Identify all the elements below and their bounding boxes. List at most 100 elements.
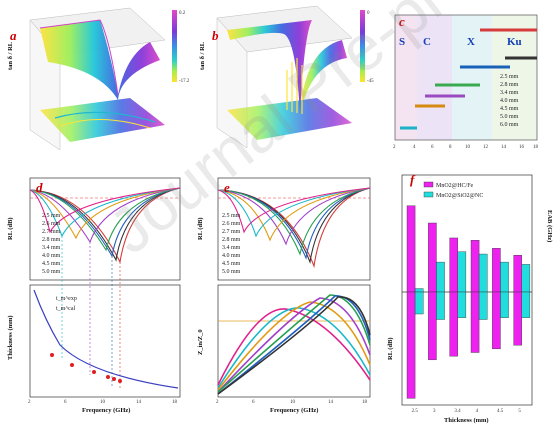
rl-bar bbox=[470, 291, 480, 353]
svg-text:14: 14 bbox=[501, 145, 507, 150]
d-legend-5: 4.0 mm bbox=[42, 253, 61, 259]
panel-a-zlabel: tan δ / RL bbox=[7, 41, 14, 70]
f-tick-label: 4.5 bbox=[497, 409, 504, 414]
eab-bar bbox=[414, 288, 424, 293]
d-ylabel-bottom: Thickness (mm) bbox=[7, 315, 14, 360]
rl-bar bbox=[513, 291, 522, 346]
svg-text:4: 4 bbox=[413, 145, 416, 150]
svg-text:10: 10 bbox=[465, 145, 471, 150]
f-xlabel: Thickness (mm) bbox=[444, 417, 489, 424]
eab-bar bbox=[428, 222, 437, 293]
panel-f-tag: f bbox=[410, 172, 415, 187]
band-s-label: S bbox=[399, 36, 405, 48]
svg-text:0.2: 0.2 bbox=[179, 11, 186, 16]
eab-bar bbox=[470, 240, 480, 293]
d-legend-2: 2.7 mm bbox=[42, 229, 61, 235]
svg-text:10: 10 bbox=[100, 400, 106, 405]
c-legend-2: 3.4 mm bbox=[500, 90, 519, 96]
svg-text:2: 2 bbox=[28, 400, 31, 405]
e-legend-2: 2.7 mm bbox=[222, 229, 241, 235]
eab-bar bbox=[500, 261, 509, 293]
rl-bar bbox=[436, 291, 445, 320]
c-legend-5: 5.0 mm bbox=[500, 114, 519, 120]
d-ylabel-top: RL (dB) bbox=[7, 217, 14, 240]
eab-bar bbox=[436, 261, 445, 293]
panel-e-tag: e bbox=[224, 180, 230, 195]
svg-text:6: 6 bbox=[252, 400, 255, 405]
e-ylabel-bottom: Z_in/Z_0 bbox=[197, 329, 204, 355]
rl-bar bbox=[457, 291, 467, 318]
rl-bar bbox=[428, 291, 437, 361]
band-ku-label: Ku bbox=[507, 36, 522, 48]
c-legend-6: 6.0 mm bbox=[500, 122, 519, 128]
e-legend-1: 2.6 mm bbox=[222, 221, 241, 227]
d-legend-3: 2.8 mm bbox=[42, 237, 61, 243]
e-legend-4: 3.4 mm bbox=[222, 245, 241, 251]
panel-d-tag: d bbox=[36, 180, 43, 195]
c-legend-0: 2.5 mm bbox=[500, 74, 519, 80]
band-x-label: X bbox=[467, 36, 475, 48]
svg-text:-17.2: -17.2 bbox=[179, 79, 190, 84]
d-legend-1: 2.6 mm bbox=[42, 221, 61, 227]
e-legend-0: 2.5 mm bbox=[222, 213, 241, 219]
svg-text:2: 2 bbox=[216, 400, 219, 405]
svg-text:16: 16 bbox=[519, 145, 525, 150]
c-legend-3: 4.0 mm bbox=[500, 98, 519, 104]
c-legend-4: 4.5 mm bbox=[500, 106, 519, 112]
e-ylabel-top: RL (dB) bbox=[197, 217, 204, 240]
eab-bar bbox=[449, 237, 458, 293]
eab-bar bbox=[521, 264, 531, 293]
f-ylabel-right: EAB (GHz) bbox=[546, 210, 553, 242]
d-legend-7: 5.0 mm bbox=[42, 269, 61, 275]
f-tick-label: 4 bbox=[476, 409, 479, 414]
panel-b: 0 -45 tan δ / RL b bbox=[192, 0, 382, 160]
f-tick-label: 3.4 bbox=[454, 409, 461, 414]
svg-text:2: 2 bbox=[393, 145, 396, 150]
band-c-label: C bbox=[423, 36, 431, 48]
rl-bar bbox=[492, 291, 501, 350]
svg-text:12: 12 bbox=[483, 145, 489, 150]
svg-text:18: 18 bbox=[172, 400, 178, 405]
rl-bar bbox=[406, 291, 416, 399]
panel-f: MnO2@HC/Fe MnO2@SiO2@NC RL (dB) EAB (GHz… bbox=[382, 170, 554, 428]
panel-c-tag: c bbox=[399, 14, 405, 29]
panel-d: 2.5 mm 2.6 mm 2.7 mm 2.8 mm 3.4 mm 4.0 m… bbox=[0, 170, 190, 428]
panel-a-surface: 0.2 -17.2 tan δ / RL bbox=[7, 7, 190, 151]
e-legend-7: 5.0 mm bbox=[222, 269, 241, 275]
svg-text:14: 14 bbox=[328, 400, 334, 405]
panel-a-tag: a bbox=[10, 28, 17, 43]
f-tick-label: 2.5 bbox=[412, 409, 419, 414]
d-legend-6: 4.5 mm bbox=[42, 261, 61, 267]
e-legend-3: 2.8 mm bbox=[222, 237, 241, 243]
f-tick-label: 3 bbox=[433, 409, 436, 414]
f-ylabel-left: RL (dB) bbox=[387, 337, 394, 360]
panel-b-surface: 0 -45 tan δ / RL bbox=[199, 5, 374, 149]
rl-bar bbox=[500, 291, 509, 318]
d-legend-texp: t_m^exp bbox=[56, 296, 77, 302]
svg-text:0: 0 bbox=[367, 11, 370, 16]
svg-text:-45: -45 bbox=[367, 79, 374, 84]
eab-bar bbox=[492, 248, 501, 293]
f-legend-1: MnO2@SiO2@NC bbox=[436, 193, 483, 199]
d-legend-0: 2.5 mm bbox=[42, 213, 61, 219]
d-legend-4: 3.4 mm bbox=[42, 245, 61, 251]
rl-bar bbox=[478, 291, 488, 320]
e-legend-6: 4.5 mm bbox=[222, 261, 241, 267]
panel-d-chart: 2.5 mm 2.6 mm 2.7 mm 2.8 mm 3.4 mm 4.0 m… bbox=[7, 177, 181, 414]
eab-bar bbox=[513, 254, 522, 293]
e-xlabel: Frequency (GHz) bbox=[270, 407, 318, 414]
svg-text:8: 8 bbox=[449, 145, 452, 150]
panel-e-chart: 2.5 mm 2.6 mm 2.7 mm 2.8 mm 3.4 mm 4.0 m… bbox=[197, 177, 371, 414]
eab-bar bbox=[478, 253, 488, 293]
d-xlabel: Frequency (GHz) bbox=[82, 407, 130, 414]
panel-b-zlabel: tan δ / RL bbox=[199, 41, 206, 70]
panel-f-chart: MnO2@HC/Fe MnO2@SiO2@NC RL (dB) EAB (GHz… bbox=[387, 174, 553, 424]
svg-text:18: 18 bbox=[362, 400, 368, 405]
eab-bar bbox=[457, 251, 467, 293]
panel-e: 2.5 mm 2.6 mm 2.7 mm 2.8 mm 3.4 mm 4.0 m… bbox=[190, 170, 380, 428]
c-legend-1: 2.8 mm bbox=[500, 82, 519, 88]
panel-c: S C X Ku 2.5 mm 2.8 mm 3.4 mm 4.0 mm 4.5… bbox=[385, 10, 550, 160]
eab-bar bbox=[406, 205, 416, 293]
svg-text:18: 18 bbox=[533, 145, 539, 150]
f-tick-label: 5 bbox=[518, 409, 521, 414]
